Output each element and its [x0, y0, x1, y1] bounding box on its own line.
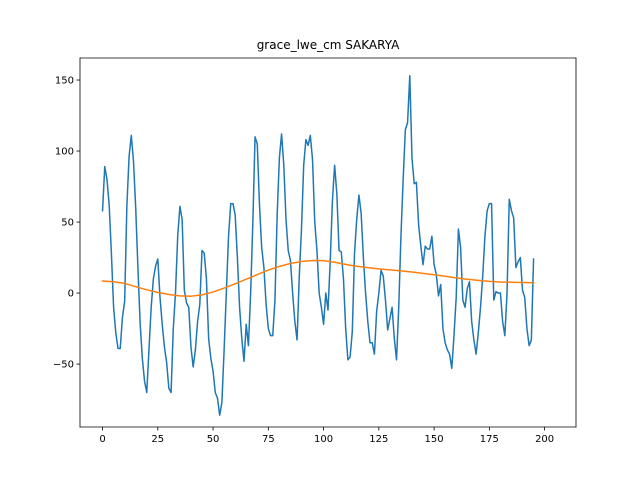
series-line-1	[101, 75, 535, 416]
x-tick-label: 25	[151, 434, 164, 445]
plot-area	[80, 58, 576, 427]
y-tick-label: 150	[55, 76, 74, 87]
x-tick-label: 125	[369, 434, 388, 445]
series-layer	[80, 58, 576, 427]
y-tick-label: −50	[53, 360, 74, 371]
axes-layer: 0 25 50 75 100 125 150 175 200 −50 0 50 100 150	[53, 57, 577, 445]
x-tick-label: 50	[207, 434, 220, 445]
x-tick-label: 200	[535, 434, 554, 445]
series-line-2	[101, 259, 535, 297]
y-tick-label: 50	[61, 218, 74, 229]
x-tick-label: 100	[314, 434, 333, 445]
x-tick-label: 150	[425, 434, 444, 445]
y-tick-label: 0	[68, 289, 74, 300]
chart-title: grace_lwe_cm SAKARYA	[257, 38, 400, 52]
x-tick-label: 75	[262, 434, 275, 445]
y-tick-label: 100	[55, 147, 74, 158]
x-tick-label: 0	[99, 434, 105, 445]
x-tick-label: 175	[480, 434, 499, 445]
